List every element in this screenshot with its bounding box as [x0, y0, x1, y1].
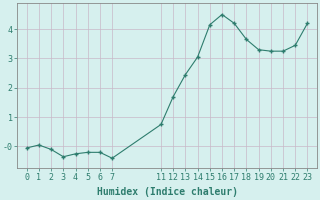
X-axis label: Humidex (Indice chaleur): Humidex (Indice chaleur)	[97, 187, 237, 197]
